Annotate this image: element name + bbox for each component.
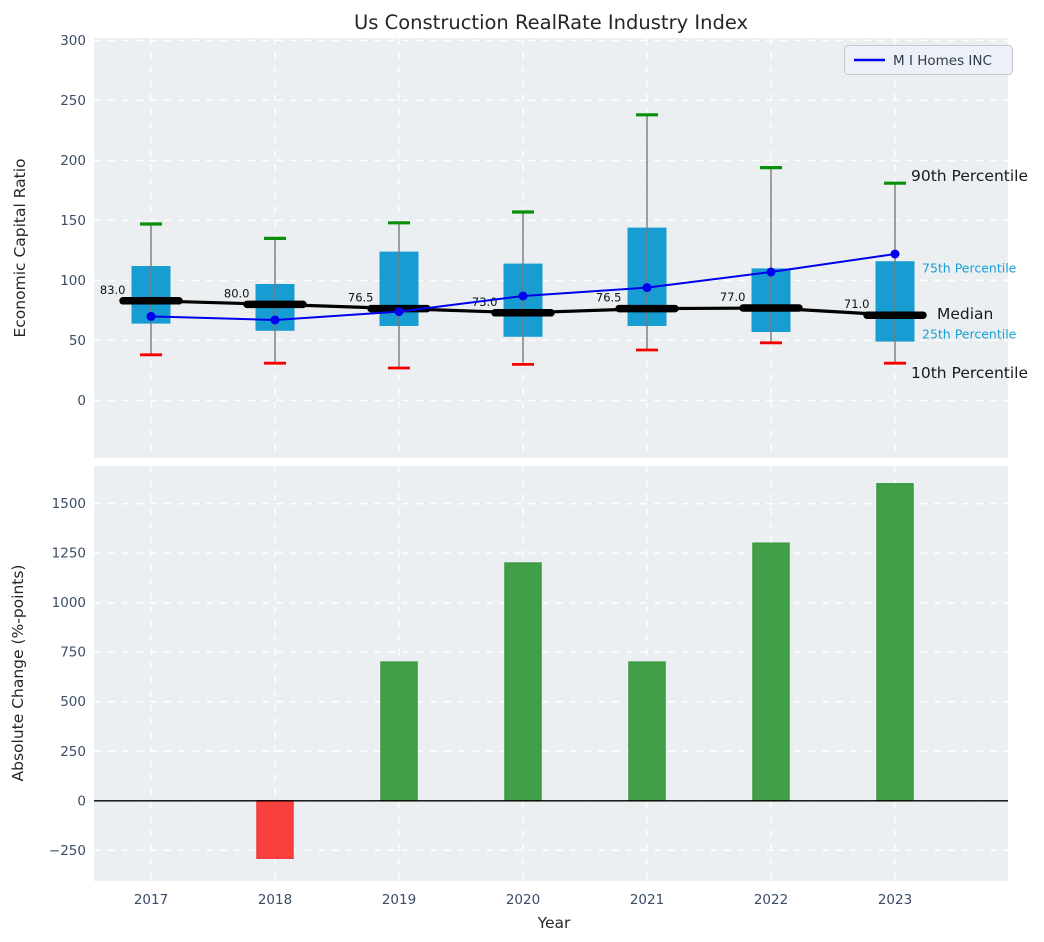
x-tick-label-2021: 2021: [630, 892, 664, 908]
bottom-y-axis-label: Absolute Change (%-points): [9, 565, 27, 782]
y-tick-label: 1500: [52, 496, 86, 512]
y-tick-label: 50: [69, 333, 86, 349]
y-tick-label: 150: [60, 213, 86, 229]
y-tick-label: 500: [60, 694, 86, 710]
x-tick-label-2020: 2020: [506, 892, 540, 908]
x-tick-label-2023: 2023: [878, 892, 912, 908]
company-marker-2021: [642, 283, 652, 293]
median-value-label-2022: 77.0: [720, 290, 746, 304]
bar-2018: [256, 800, 294, 859]
y-tick-label: 100: [60, 273, 86, 289]
annotation-75th-percentile: 75th Percentile: [922, 260, 1017, 275]
x-axis-label: Year: [537, 914, 571, 932]
annotation-90th-percentile: 90th Percentile: [911, 167, 1028, 185]
y-tick-label: 750: [60, 645, 86, 661]
company-marker-2023: [890, 249, 900, 259]
y-tick-label: 0: [77, 393, 86, 409]
company-marker-2019: [394, 307, 404, 317]
bar-2019: [380, 661, 418, 802]
y-tick-label: 200: [60, 153, 86, 169]
median-value-label-2018: 80.0: [224, 286, 250, 300]
bar-2021: [628, 661, 666, 802]
bar-2023: [876, 483, 914, 802]
median-value-label-2017: 83.0: [100, 283, 126, 297]
legend-label: M I Homes INC: [893, 53, 992, 69]
company-marker-2017: [146, 311, 156, 321]
company-marker-2022: [766, 267, 776, 277]
bar-2020: [504, 562, 542, 802]
median-value-label-2023: 71.0: [844, 297, 870, 311]
top-axes-background: [94, 38, 1008, 458]
y-tick-label: 250: [60, 93, 86, 109]
x-tick-label-2018: 2018: [258, 892, 292, 908]
chart-title: Us Construction RealRate Industry Index: [354, 11, 748, 34]
y-tick-label: −250: [49, 843, 86, 859]
median-value-label-2019: 76.5: [348, 291, 374, 305]
x-tick-label-2019: 2019: [382, 892, 416, 908]
x-tick-label-2022: 2022: [754, 892, 788, 908]
legend[interactable]: M I Homes INC: [844, 45, 1013, 75]
x-tick-label-2017: 2017: [134, 892, 168, 908]
y-tick-label: 0: [77, 793, 86, 809]
median-value-label-2021: 76.5: [596, 291, 622, 305]
top-y-axis-label: Economic Capital Ratio: [11, 158, 29, 337]
y-tick-label: 250: [60, 744, 86, 760]
chart-generated-content: 0 50 100 150 200 250 300 −250 0 250 500 750 1000 1250…: [49, 33, 1028, 908]
legend-box: [844, 45, 1013, 75]
bar-2022: [752, 542, 790, 802]
bottom-axes-background: [94, 466, 1008, 881]
annotation-median: Median: [937, 305, 993, 323]
y-tick-label: 300: [60, 33, 86, 49]
company-marker-2018: [270, 315, 280, 325]
y-tick-label: 1250: [52, 546, 86, 562]
y-tick-label: 1000: [52, 595, 86, 611]
annotation-25th-percentile: 25th Percentile: [922, 326, 1017, 341]
annotation-10th-percentile: 10th Percentile: [911, 364, 1028, 382]
company-marker-2020: [518, 291, 528, 301]
